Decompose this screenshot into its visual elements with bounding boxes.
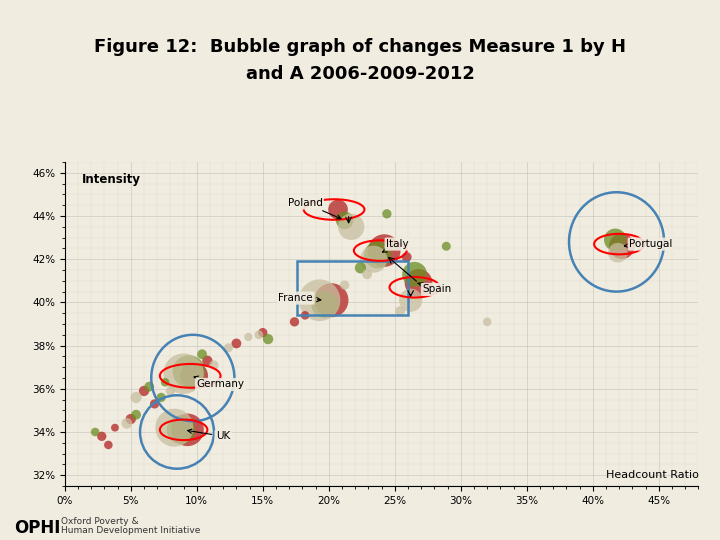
Point bbox=[409, 270, 420, 279]
Point bbox=[181, 426, 193, 434]
Text: Portugal: Portugal bbox=[624, 239, 672, 249]
Point bbox=[609, 235, 621, 244]
Point bbox=[222, 343, 234, 352]
Point bbox=[243, 333, 254, 341]
Text: Figure 12:  Bubble graph of changes Measure 1 by H: Figure 12: Bubble graph of changes Measu… bbox=[94, 38, 626, 56]
Point bbox=[333, 205, 344, 214]
Point bbox=[202, 356, 213, 365]
Point bbox=[189, 372, 200, 380]
Point bbox=[319, 300, 330, 309]
Point bbox=[230, 339, 242, 348]
Point bbox=[96, 432, 107, 441]
Point bbox=[413, 279, 424, 287]
Point bbox=[125, 415, 137, 423]
Point bbox=[109, 423, 121, 432]
Text: Poland: Poland bbox=[287, 198, 341, 219]
Point bbox=[300, 311, 311, 320]
Point bbox=[368, 255, 379, 264]
Text: Spain: Spain bbox=[418, 282, 451, 294]
Text: OPHI: OPHI bbox=[14, 519, 60, 537]
Point bbox=[143, 382, 155, 391]
Point bbox=[149, 400, 161, 408]
Point bbox=[156, 393, 167, 402]
Text: Germany: Germany bbox=[194, 376, 245, 389]
Point bbox=[339, 216, 351, 225]
Text: UK: UK bbox=[188, 429, 230, 441]
Text: France: France bbox=[279, 293, 321, 303]
Point bbox=[339, 281, 351, 289]
Point bbox=[482, 318, 493, 326]
Text: Intensity: Intensity bbox=[82, 173, 141, 186]
Point bbox=[361, 270, 373, 279]
Point bbox=[325, 296, 337, 305]
Point bbox=[103, 441, 114, 449]
Text: Human Development Initiative: Human Development Initiative bbox=[61, 525, 201, 535]
Point bbox=[372, 251, 384, 259]
Point bbox=[405, 296, 416, 305]
Point bbox=[355, 264, 366, 272]
Bar bbox=[297, 261, 408, 315]
Point bbox=[183, 367, 194, 376]
Text: Headcount Ratio: Headcount Ratio bbox=[606, 469, 698, 480]
Point bbox=[130, 393, 142, 402]
Point bbox=[441, 242, 452, 251]
Point bbox=[178, 369, 189, 378]
Point bbox=[197, 350, 208, 359]
Point bbox=[616, 242, 628, 251]
Point bbox=[175, 426, 186, 434]
Point bbox=[612, 248, 624, 257]
Point bbox=[289, 318, 300, 326]
Text: Oxford Poverty &: Oxford Poverty & bbox=[61, 517, 139, 526]
Point bbox=[253, 330, 265, 339]
Point bbox=[401, 253, 413, 261]
Point bbox=[346, 222, 357, 231]
Point bbox=[130, 410, 142, 419]
Point bbox=[159, 378, 171, 387]
Point bbox=[168, 423, 180, 432]
Point bbox=[138, 387, 150, 395]
Point bbox=[121, 419, 132, 428]
Point bbox=[379, 246, 390, 255]
Text: Italy: Italy bbox=[382, 239, 409, 252]
Text: and A 2006-2009-2012: and A 2006-2009-2012 bbox=[246, 65, 474, 83]
Point bbox=[314, 296, 325, 305]
Point bbox=[208, 361, 220, 369]
Point bbox=[395, 307, 406, 315]
Point bbox=[381, 210, 392, 218]
Point bbox=[165, 387, 176, 395]
Point bbox=[89, 428, 101, 436]
Point bbox=[262, 335, 274, 343]
Point bbox=[257, 328, 269, 337]
